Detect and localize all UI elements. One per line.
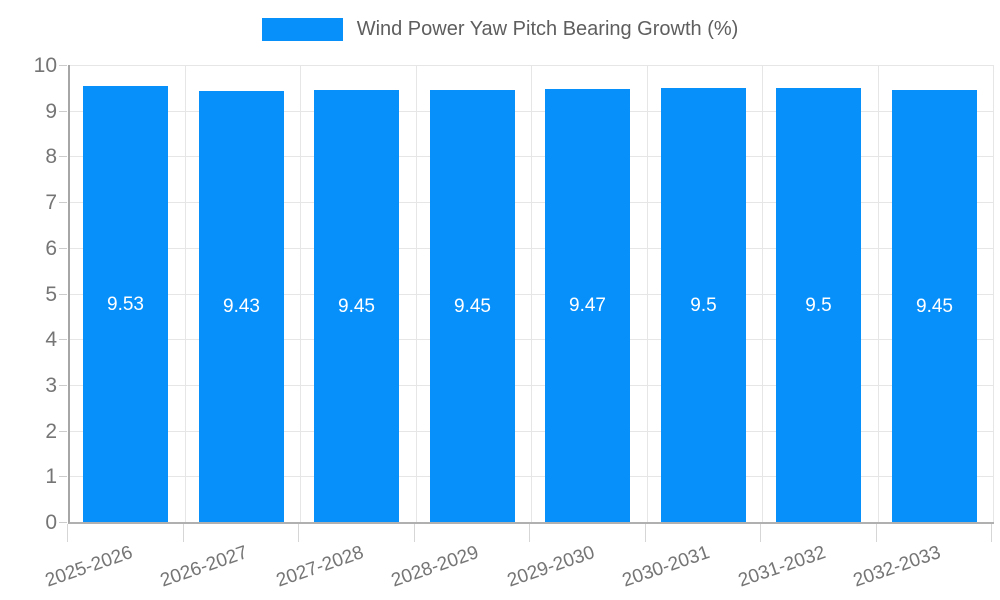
y-axis-tick [59,293,67,295]
bar[interactable]: 9.47 [545,89,630,522]
y-grid-line [70,110,994,112]
bar-value-label: 9.43 [223,296,260,318]
y-tick-label: 2 [45,419,57,443]
x-axis-label: 2031-2032 [735,542,829,592]
bar-value-label: 9.53 [107,294,144,316]
bar[interactable]: 9.43 [199,91,284,522]
y-tick-label: 9 [45,99,57,123]
y-axis-tick [59,156,67,158]
y-grid-line [70,65,994,66]
y-grid-line [70,202,994,204]
bar-value-label: 9.45 [338,296,375,318]
bar[interactable]: 9.5 [661,87,746,522]
y-grid-line [70,384,994,386]
y-grid-line [70,293,994,295]
x-grid-line [415,65,417,522]
x-axis-label: 2028-2029 [389,542,482,592]
y-tick-label: 7 [45,191,57,215]
x-axis-label: 2032-2033 [851,542,944,592]
x-grid-line [877,65,879,522]
y-axis-tick [59,339,67,341]
x-axis-tick [529,524,530,542]
x-grid-line [646,65,648,522]
x-axis-label: 2029-2030 [504,542,598,592]
bar[interactable]: 9.45 [314,90,399,522]
x-grid-line [184,65,186,522]
y-axis-tick [59,384,67,386]
x-axis-tick [298,524,299,542]
bar-value-label: 9.45 [916,296,953,318]
x-axis-label: 2027-2028 [273,542,367,592]
x-axis-label: 2026-2027 [158,542,251,592]
bar[interactable]: 9.45 [892,90,977,522]
bar-value-label: 9.5 [690,294,717,316]
bar-value-label: 9.47 [569,295,606,317]
y-tick-label: 10 [33,54,57,77]
x-axis-tick [413,524,415,542]
y-grid-line [70,339,994,341]
x-axis-tick [644,524,646,542]
bar[interactable]: 9.45 [430,90,515,522]
x-axis-tick [67,524,68,542]
x-grid-line [762,65,763,522]
bar-value-label: 9.5 [805,294,832,316]
x-axis-label: 2030-2031 [620,542,713,592]
legend-swatch [261,18,343,41]
x-axis-tick [760,524,761,542]
y-tick-label: 6 [45,236,57,260]
y-axis-tick [59,522,67,523]
legend-label: Wind Power Yaw Pitch Bearing Growth (%) [356,18,739,40]
y-axis-tick [59,65,67,66]
x-grid-line [531,65,532,522]
y-tick-label: 5 [45,282,57,306]
y-axis-tick [59,430,67,432]
legend-item[interactable]: Wind Power Yaw Pitch Bearing Growth (%) [0,18,1000,41]
y-tick-label: 8 [45,145,57,169]
y-axis-tick [59,202,67,204]
plot-area [68,65,994,524]
x-grid-line [300,65,301,522]
x-axis-label: 2025-2026 [42,542,136,592]
y-tick-label: 0 [45,511,57,534]
y-tick-label: 3 [45,373,57,397]
y-grid-line [70,476,994,478]
bar[interactable]: 9.5 [776,87,861,522]
y-tick-label: 1 [45,465,57,489]
y-axis-tick [59,247,67,249]
y-axis-tick [59,476,67,478]
bar-value-label: 9.45 [454,296,491,318]
x-axis-tick [875,524,877,542]
y-grid-line [70,430,994,432]
x-grid-line [993,65,994,522]
bar[interactable]: 9.53 [83,86,168,522]
x-axis-tick [991,524,992,542]
y-grid-line [70,247,994,249]
x-axis-tick [182,524,184,542]
y-grid-line [70,156,994,158]
y-axis-tick [59,110,67,112]
y-tick-label: 4 [45,328,57,352]
